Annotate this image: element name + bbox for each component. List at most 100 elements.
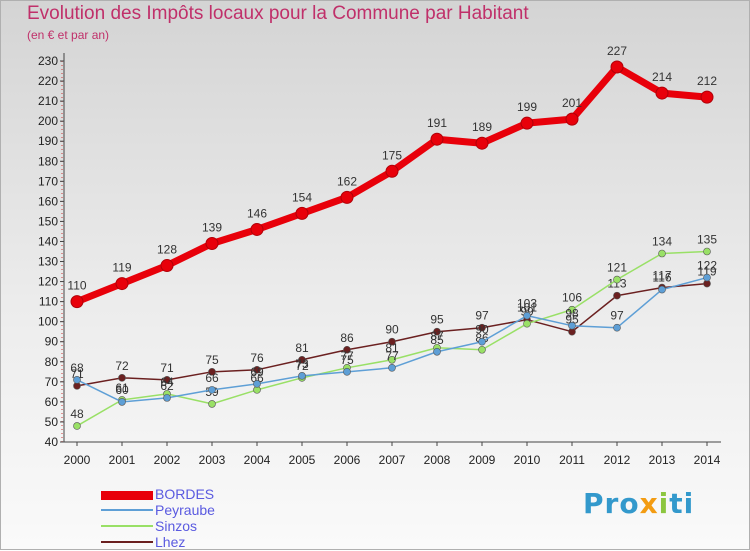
legend-label-peyraube: Peyraube bbox=[155, 502, 215, 518]
data-label-bordes: 175 bbox=[382, 148, 402, 162]
y-tick-label: 190 bbox=[38, 134, 58, 148]
data-label-bordes: 199 bbox=[517, 100, 537, 114]
data-label-peyraube: 66 bbox=[205, 371, 219, 385]
data-point-peyraube bbox=[343, 368, 351, 376]
data-label-peyraube: 103 bbox=[517, 297, 537, 311]
y-tick-label: 220 bbox=[38, 74, 58, 88]
legend-label-lhez: Lhez bbox=[155, 534, 186, 550]
data-point-peyraube bbox=[208, 386, 216, 394]
data-point-lhez bbox=[163, 376, 171, 384]
data-label-lhez: 97 bbox=[475, 309, 489, 323]
y-tick-label: 210 bbox=[38, 94, 58, 108]
data-point-lhez bbox=[253, 366, 261, 374]
data-point-sinzos bbox=[208, 400, 216, 408]
data-point-lhez bbox=[298, 355, 306, 364]
data-point-peyraube bbox=[118, 398, 126, 406]
data-label-peyraube: 68 bbox=[70, 361, 84, 375]
brand-logo: Proxiti bbox=[583, 487, 695, 520]
y-tick-label: 90 bbox=[45, 335, 59, 349]
data-point-bordes bbox=[520, 116, 534, 130]
y-tick-label: 50 bbox=[45, 415, 59, 429]
data-label-lhez: 71 bbox=[160, 361, 174, 375]
data-point-lhez bbox=[343, 345, 351, 354]
data-label-peyraube: 98 bbox=[565, 307, 579, 321]
data-label-peyraube: 90 bbox=[475, 323, 489, 337]
x-tick-label: 2004 bbox=[244, 453, 271, 467]
y-tick-label: 70 bbox=[45, 375, 59, 389]
data-point-bordes bbox=[475, 136, 489, 150]
data-label-sinzos: 48 bbox=[70, 407, 84, 421]
x-tick-label: 2014 bbox=[694, 453, 721, 467]
x-tick-label: 2010 bbox=[514, 453, 541, 467]
data-label-sinzos: 135 bbox=[697, 233, 717, 247]
data-label-lhez: 76 bbox=[250, 351, 264, 365]
data-label-lhez: 90 bbox=[385, 323, 399, 337]
data-label-sinzos: 64 bbox=[160, 375, 174, 389]
data-point-lhez bbox=[388, 337, 396, 346]
data-point-bordes bbox=[295, 206, 309, 220]
legend-label-bordes: BORDES bbox=[155, 486, 215, 502]
chart-subtitle: (en € et par an) bbox=[27, 28, 110, 42]
data-point-sinzos bbox=[613, 275, 621, 284]
data-label-bordes: 162 bbox=[337, 174, 357, 188]
data-label-lhez: 72 bbox=[115, 359, 129, 373]
legend-swatch-bordes bbox=[101, 491, 153, 500]
y-tick-label: 110 bbox=[39, 295, 58, 309]
legend-swatch-peyraube bbox=[101, 509, 153, 511]
data-label-sinzos: 61 bbox=[115, 381, 129, 395]
y-tick-label: 80 bbox=[45, 355, 59, 369]
data-label-bordes: 227 bbox=[607, 44, 627, 58]
y-tick-label: 170 bbox=[38, 174, 58, 188]
data-point-bordes bbox=[340, 190, 354, 204]
x-tick-label: 2006 bbox=[334, 453, 361, 467]
data-label-peyraube: 116 bbox=[652, 271, 671, 285]
data-point-bordes bbox=[610, 60, 624, 74]
data-point-lhez bbox=[433, 327, 441, 336]
y-tick-label: 60 bbox=[45, 395, 59, 409]
x-tick-label: 2002 bbox=[154, 453, 181, 467]
data-point-bordes bbox=[160, 259, 174, 273]
x-tick-label: 2005 bbox=[289, 453, 316, 467]
data-point-peyraube bbox=[478, 337, 486, 346]
data-label-bordes: 191 bbox=[427, 116, 447, 130]
data-point-bordes bbox=[430, 132, 444, 146]
data-label-lhez: 81 bbox=[295, 341, 309, 355]
data-point-sinzos bbox=[568, 305, 576, 314]
data-point-peyraube bbox=[703, 273, 711, 282]
data-label-peyraube: 85 bbox=[430, 333, 444, 347]
x-tick-label: 2009 bbox=[469, 453, 496, 467]
legend-label-sinzos: Sinzos bbox=[155, 518, 198, 534]
data-point-peyraube bbox=[433, 347, 441, 356]
data-label-bordes: 139 bbox=[202, 220, 222, 234]
data-point-peyraube bbox=[298, 372, 306, 380]
data-label-bordes: 128 bbox=[157, 243, 177, 257]
data-point-lhez bbox=[208, 368, 216, 376]
data-label-bordes: 214 bbox=[652, 70, 672, 84]
data-point-bordes bbox=[205, 236, 219, 250]
legend-swatch-sinzos bbox=[101, 525, 153, 527]
data-label-bordes: 201 bbox=[562, 96, 582, 110]
data-point-peyraube bbox=[163, 394, 171, 402]
data-label-lhez: 95 bbox=[565, 313, 579, 327]
data-label-lhez: 71 bbox=[70, 367, 84, 381]
legend-swatch-lhez bbox=[101, 541, 153, 543]
data-point-sinzos bbox=[388, 355, 396, 364]
x-tick-label: 2008 bbox=[424, 453, 451, 467]
data-point-peyraube bbox=[253, 380, 261, 388]
data-label-sinzos: 81 bbox=[385, 341, 399, 355]
y-tick-label: 200 bbox=[38, 114, 58, 128]
data-label-peyraube: 73 bbox=[295, 357, 309, 371]
data-point-bordes bbox=[70, 295, 84, 309]
data-label-peyraube: 75 bbox=[340, 353, 354, 367]
data-label-bordes: 110 bbox=[67, 279, 86, 293]
x-tick-label: 2001 bbox=[109, 453, 136, 467]
chart-title: Evolution des Impôts locaux pour la Comm… bbox=[27, 3, 529, 24]
x-tick-label: 2011 bbox=[559, 453, 585, 467]
data-label-peyraube: 69 bbox=[250, 365, 264, 379]
data-point-peyraube bbox=[523, 311, 531, 320]
data-point-bordes bbox=[250, 222, 264, 236]
data-label-sinzos: 87 bbox=[430, 329, 444, 343]
data-point-sinzos bbox=[523, 319, 531, 328]
